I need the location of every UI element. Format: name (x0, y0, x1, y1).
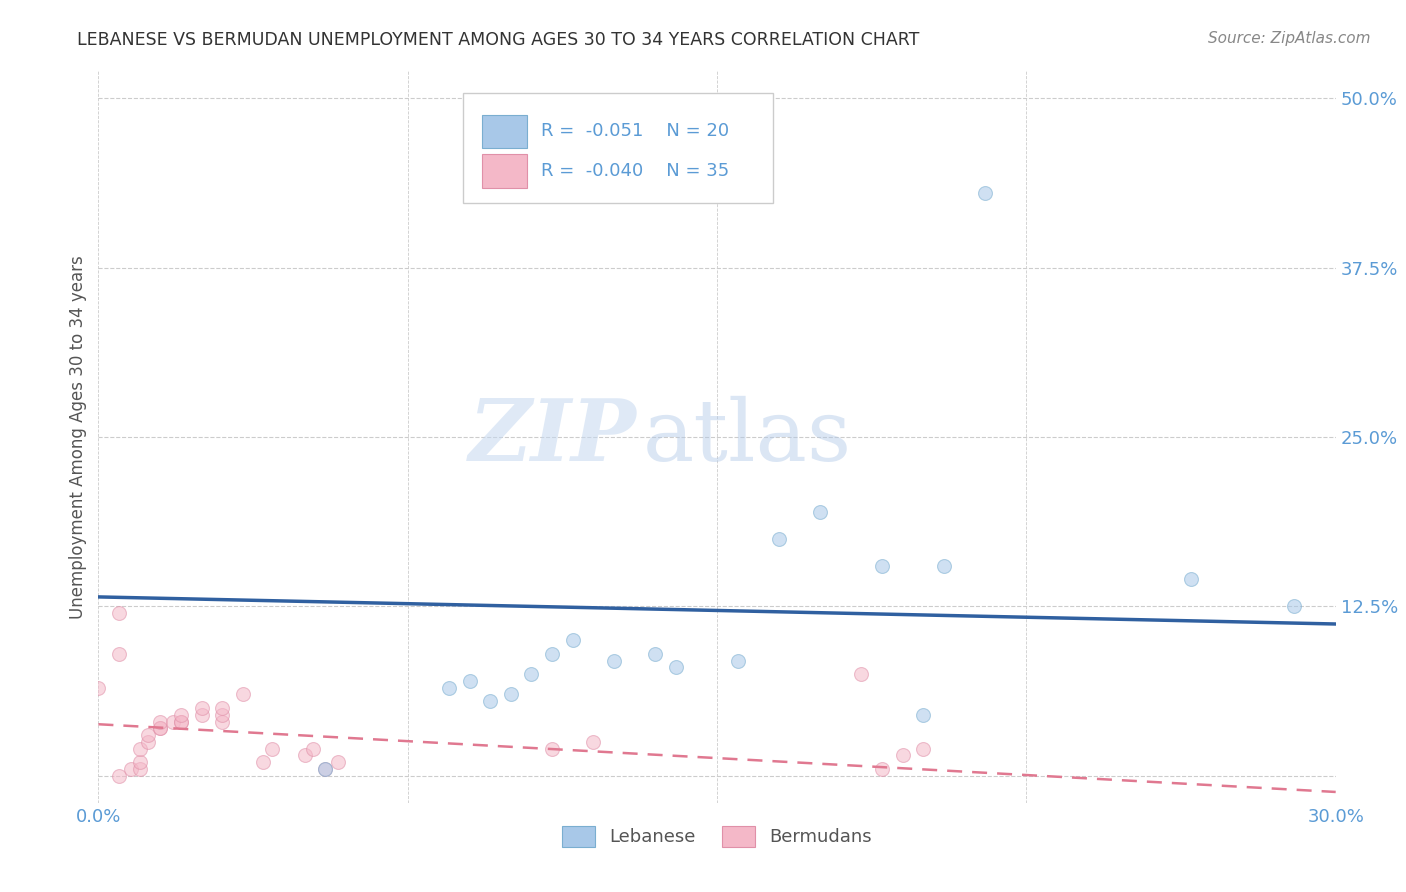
Point (136, 735, 159, 749)
Point (851, 667, 873, 681)
Point (294, 748, 316, 763)
Point (108, 606, 131, 620)
FancyBboxPatch shape (464, 94, 773, 203)
Point (603, 654, 626, 668)
Text: Source: ZipAtlas.com: Source: ZipAtlas.com (1208, 31, 1371, 46)
Point (302, 741, 325, 756)
Point (665, 660, 688, 674)
Point (437, 681, 460, 695)
Point (232, 688, 254, 702)
Point (870, 762, 893, 776)
Point (170, 714, 193, 729)
Point (314, 762, 336, 776)
Text: R =  -0.051    N = 20: R = -0.051 N = 20 (541, 122, 730, 140)
Point (808, 505, 831, 519)
Point (211, 714, 233, 729)
Point (108, 647, 131, 661)
Point (326, 755, 349, 769)
Point (912, 741, 935, 756)
FancyBboxPatch shape (482, 154, 526, 187)
Point (891, 748, 914, 763)
Point (974, 186, 997, 201)
Point (479, 694, 502, 708)
Point (120, 762, 142, 776)
Point (582, 735, 605, 749)
Point (499, 688, 522, 702)
Legend: Lebanese, Bermudans: Lebanese, Bermudans (553, 817, 882, 856)
Point (136, 728, 159, 742)
FancyBboxPatch shape (482, 114, 526, 148)
Point (768, 532, 790, 546)
Point (190, 707, 212, 722)
Point (149, 721, 172, 735)
Point (190, 701, 212, 715)
Text: LEBANESE VS BERMUDAN UNEMPLOYMENT AMONG AGES 30 TO 34 YEARS CORRELATION CHART: LEBANESE VS BERMUDAN UNEMPLOYMENT AMONG … (77, 31, 920, 49)
Point (458, 673, 481, 688)
Point (108, 769, 131, 783)
Point (211, 701, 233, 715)
Point (541, 647, 564, 661)
Point (541, 741, 564, 756)
Point (128, 741, 150, 756)
Point (162, 714, 184, 729)
Point (520, 667, 543, 681)
Point (149, 721, 172, 735)
Point (314, 762, 336, 776)
Y-axis label: Unemployment Among Ages 30 to 34 years: Unemployment Among Ages 30 to 34 years (69, 255, 87, 619)
Text: R =  -0.040    N = 35: R = -0.040 N = 35 (541, 161, 730, 180)
Point (1284, 599, 1306, 614)
Point (128, 755, 150, 769)
Point (87, 681, 110, 695)
Point (644, 647, 666, 661)
Point (211, 707, 233, 722)
Point (932, 558, 955, 573)
Point (727, 654, 749, 668)
Point (1180, 572, 1202, 586)
Point (252, 755, 274, 769)
Point (561, 633, 583, 648)
Point (149, 714, 172, 729)
Point (260, 741, 283, 756)
Point (128, 762, 150, 776)
Point (170, 714, 193, 729)
Point (870, 558, 893, 573)
Text: ZIP: ZIP (468, 395, 637, 479)
Text: atlas: atlas (643, 395, 852, 479)
Point (912, 707, 935, 722)
Point (170, 707, 193, 722)
